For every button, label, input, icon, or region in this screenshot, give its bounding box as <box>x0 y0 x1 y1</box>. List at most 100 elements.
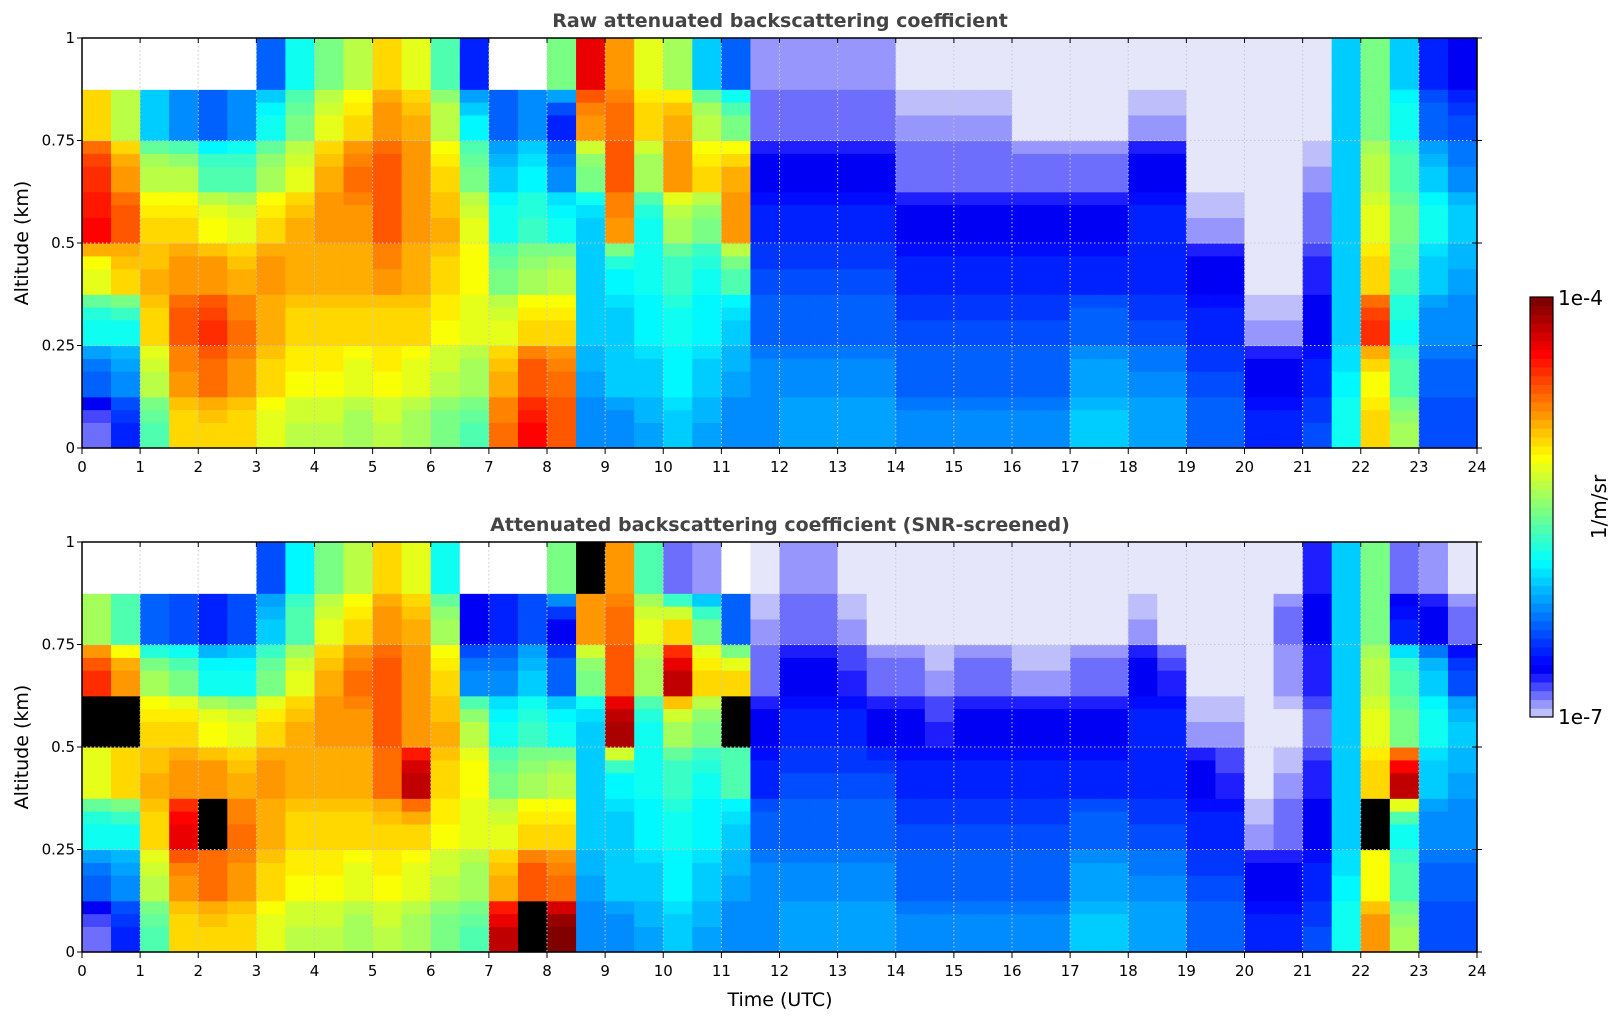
heatmap-cell <box>576 127 606 142</box>
heatmap-cell <box>1360 178 1391 193</box>
heatmap-cell <box>982 243 1013 257</box>
heatmap-cell <box>866 268 897 283</box>
heatmap-cell <box>82 836 112 851</box>
heatmap-cell <box>1128 785 1158 799</box>
heatmap-cell <box>1331 875 1362 889</box>
heatmap-cell <box>430 747 461 761</box>
heatmap-cell <box>82 811 112 825</box>
heatmap-cell <box>866 76 897 90</box>
heatmap-cell <box>401 102 432 116</box>
heatmap-cell <box>1157 836 1187 851</box>
heatmap-cell <box>1418 849 1449 863</box>
heatmap-cell <box>1099 102 1129 116</box>
heatmap-cell <box>1360 580 1391 594</box>
heatmap-cell <box>430 89 461 103</box>
heatmap-cell <box>82 798 112 812</box>
heatmap-cell <box>517 371 548 385</box>
heatmap-cell <box>663 926 693 940</box>
heatmap-cell <box>837 409 868 423</box>
heatmap-cell <box>866 554 897 569</box>
heatmap-cell <box>111 542 141 556</box>
heatmap-cell <box>837 345 868 359</box>
heatmap-cell <box>1041 114 1071 129</box>
heatmap-cell <box>285 811 316 825</box>
heatmap-cell <box>488 50 519 65</box>
heatmap-cell <box>953 567 984 582</box>
heatmap-cell <box>1186 580 1217 594</box>
heatmap-cell <box>517 243 548 257</box>
heatmap-cell <box>953 178 984 193</box>
heatmap-cell <box>1273 191 1304 206</box>
heatmap-cell <box>285 618 316 633</box>
heatmap-cell <box>634 708 664 722</box>
heatmap-cell <box>430 76 461 90</box>
heatmap-cell <box>517 383 548 398</box>
heatmap-cell <box>140 409 170 423</box>
heatmap-cell <box>1099 332 1129 347</box>
heatmap-cell <box>314 63 345 78</box>
heatmap-cell <box>140 383 170 398</box>
heatmap-cell <box>547 319 577 334</box>
heatmap-cell <box>1447 89 1478 103</box>
heatmap-cell <box>982 695 1013 710</box>
heatmap-cell <box>634 383 664 398</box>
heatmap-cell <box>547 631 577 646</box>
heatmap-cell <box>837 358 868 372</box>
heatmap-cell <box>1302 217 1333 231</box>
heatmap-cell <box>372 89 403 103</box>
heatmap-cell <box>866 50 897 65</box>
heatmap-cell <box>459 900 490 915</box>
heatmap-cell <box>1331 371 1362 385</box>
heatmap-cell <box>430 887 461 902</box>
heatmap-cell <box>634 358 664 372</box>
heatmap-cell <box>982 294 1013 308</box>
heatmap-cell <box>779 383 810 398</box>
heatmap-cell <box>1186 836 1217 851</box>
heatmap-cell <box>256 657 287 671</box>
heatmap-cell <box>111 657 141 671</box>
heatmap-cell <box>1215 178 1246 193</box>
heatmap-cell <box>1157 63 1187 78</box>
heatmap-cell <box>837 383 868 398</box>
heatmap-cell <box>1273 127 1304 142</box>
heatmap-cell <box>111 862 141 876</box>
heatmap-cell <box>430 204 461 218</box>
heatmap-cell <box>547 383 577 398</box>
heatmap-cell <box>459 166 490 180</box>
heatmap-cell <box>837 243 868 257</box>
heatmap-cell <box>401 554 432 569</box>
heatmap-cell <box>1360 606 1391 620</box>
heatmap-cell <box>256 875 287 889</box>
heatmap-cell <box>1418 50 1449 65</box>
x-tick-label: 3 <box>252 458 262 476</box>
heatmap-cell <box>198 606 228 620</box>
heatmap-cell <box>169 618 199 633</box>
heatmap-cell <box>169 38 199 52</box>
heatmap-cell <box>982 939 1013 953</box>
heatmap-cell <box>401 422 432 436</box>
heatmap-cell <box>198 319 228 334</box>
heatmap-cell <box>1418 435 1449 449</box>
heatmap-cell <box>430 166 461 180</box>
heatmap-cell <box>343 734 374 748</box>
heatmap-cell <box>140 89 170 103</box>
heatmap-cell <box>256 682 287 697</box>
heatmap-cell <box>1273 140 1304 154</box>
heatmap-cell <box>111 567 141 582</box>
heatmap-cell <box>576 319 606 334</box>
heatmap-cell <box>692 422 722 436</box>
heatmap-cell <box>924 542 955 556</box>
heatmap-cell <box>1012 243 1042 257</box>
heatmap-cell <box>285 230 316 244</box>
heatmap-cell <box>750 875 781 889</box>
heatmap-cell <box>517 217 548 231</box>
heatmap-cell <box>895 63 926 78</box>
heatmap-cell <box>459 836 490 851</box>
heatmap-cell <box>982 554 1013 569</box>
heatmap-cell <box>1041 785 1071 799</box>
heatmap-cell <box>198 836 228 851</box>
heatmap-cell <box>517 811 548 825</box>
heatmap-cell <box>634 554 664 569</box>
heatmap-cell <box>1360 319 1391 334</box>
heatmap-cell <box>576 593 606 607</box>
